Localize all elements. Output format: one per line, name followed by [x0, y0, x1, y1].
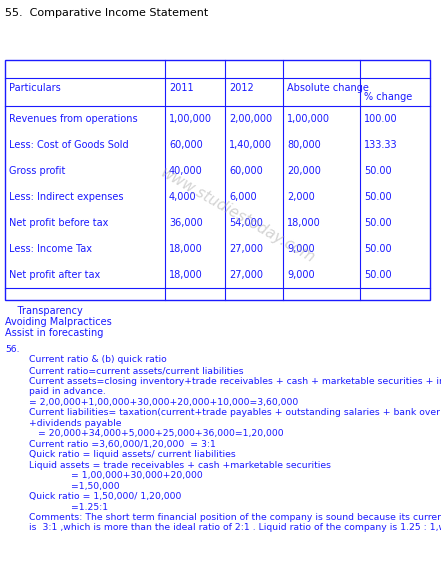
- Text: = 20,000+34,000+5,000+25,000+36,000=1,20,000: = 20,000+34,000+5,000+25,000+36,000=1,20…: [5, 429, 284, 438]
- Text: 100.00: 100.00: [364, 114, 398, 124]
- Text: 9,000: 9,000: [287, 270, 314, 280]
- Text: % change: % change: [364, 92, 412, 102]
- Text: 60,000: 60,000: [229, 166, 263, 176]
- Text: Liquid assets = trade receivables + cash +marketable securities: Liquid assets = trade receivables + cash…: [5, 461, 331, 470]
- Text: 6,000: 6,000: [229, 192, 257, 202]
- Text: 18,000: 18,000: [169, 270, 203, 280]
- Text: =1.25:1: =1.25:1: [5, 503, 108, 512]
- Text: Current assets=closing inventory+trade receivables + cash + marketable securitie: Current assets=closing inventory+trade r…: [5, 377, 441, 386]
- Text: 56.: 56.: [5, 345, 19, 354]
- Text: 2,00,000: 2,00,000: [229, 114, 272, 124]
- Text: Net profit before tax: Net profit before tax: [9, 218, 108, 228]
- Text: 54,000: 54,000: [229, 218, 263, 228]
- Text: www.studiestoday.com: www.studiestoday.com: [157, 166, 318, 266]
- Text: 18,000: 18,000: [169, 244, 203, 254]
- Text: 1,40,000: 1,40,000: [229, 140, 272, 150]
- Text: 60,000: 60,000: [169, 140, 203, 150]
- Text: = 2,00,000+1,00,000+30,000+20,000+10,000=3,60,000: = 2,00,000+1,00,000+30,000+20,000+10,000…: [5, 397, 298, 406]
- Text: Less: Cost of Goods Sold: Less: Cost of Goods Sold: [9, 140, 129, 150]
- Text: paid in advance.: paid in advance.: [5, 387, 106, 396]
- Text: Current liabilities= taxation(current+trade payables + outstanding salaries + ba: Current liabilities= taxation(current+tr…: [5, 408, 441, 417]
- Text: is  3:1 ,which is more than the ideal ratio of 2:1 . Liquid ratio of the company: is 3:1 ,which is more than the ideal rat…: [5, 524, 441, 533]
- Text: 36,000: 36,000: [169, 218, 203, 228]
- Text: 50.00: 50.00: [364, 270, 392, 280]
- Text: 50.00: 50.00: [364, 192, 392, 202]
- Text: Quick ratio = 1,50,000/ 1,20,000: Quick ratio = 1,50,000/ 1,20,000: [5, 492, 181, 501]
- Text: 27,000: 27,000: [229, 270, 263, 280]
- Text: 50.00: 50.00: [364, 244, 392, 254]
- Text: 55.  Comparative Income Statement: 55. Comparative Income Statement: [5, 8, 208, 18]
- Text: Less: Indirect expenses: Less: Indirect expenses: [9, 192, 123, 202]
- Text: Gross profit: Gross profit: [9, 166, 65, 176]
- Bar: [5, 60, 430, 300]
- Text: +dividends payable: +dividends payable: [5, 418, 122, 427]
- Text: Absolute change: Absolute change: [287, 83, 369, 93]
- Text: Transparency: Transparency: [5, 306, 83, 316]
- Text: 4,000: 4,000: [169, 192, 197, 202]
- Text: 50.00: 50.00: [364, 166, 392, 176]
- Text: 40,000: 40,000: [169, 166, 203, 176]
- Text: 27,000: 27,000: [229, 244, 263, 254]
- Text: Net profit after tax: Net profit after tax: [9, 270, 100, 280]
- Text: =1,50,000: =1,50,000: [5, 481, 120, 490]
- Text: 18,000: 18,000: [287, 218, 321, 228]
- Text: 9,000: 9,000: [287, 244, 314, 254]
- Text: Particulars: Particulars: [9, 83, 61, 93]
- Text: 1,00,000: 1,00,000: [287, 114, 330, 124]
- Text: Comments: The short term financial position of the company is sound because its : Comments: The short term financial posit…: [5, 513, 441, 522]
- Text: 80,000: 80,000: [287, 140, 321, 150]
- Text: 50.00: 50.00: [364, 218, 392, 228]
- Text: Revenues from operations: Revenues from operations: [9, 114, 138, 124]
- Text: Less: Income Tax: Less: Income Tax: [9, 244, 92, 254]
- Text: Current ratio =3,60,000/1,20,000  = 3:1: Current ratio =3,60,000/1,20,000 = 3:1: [5, 440, 216, 449]
- Text: 2012: 2012: [229, 83, 254, 93]
- Text: = 1,00,000+30,000+20,000: = 1,00,000+30,000+20,000: [5, 471, 203, 480]
- Text: Current ratio=current assets/current liabilities: Current ratio=current assets/current lia…: [5, 366, 243, 375]
- Text: Current ratio & (b) quick ratio: Current ratio & (b) quick ratio: [5, 355, 167, 364]
- Text: 2011: 2011: [169, 83, 194, 93]
- Text: Avoiding Malpractices: Avoiding Malpractices: [5, 317, 112, 327]
- Text: 20,000: 20,000: [287, 166, 321, 176]
- Text: 133.33: 133.33: [364, 140, 398, 150]
- Text: 1,00,000: 1,00,000: [169, 114, 212, 124]
- Text: Quick ratio = liquid assets/ current liabilities: Quick ratio = liquid assets/ current lia…: [5, 450, 236, 459]
- Text: Assist in forecasting: Assist in forecasting: [5, 328, 103, 338]
- Text: 2,000: 2,000: [287, 192, 315, 202]
